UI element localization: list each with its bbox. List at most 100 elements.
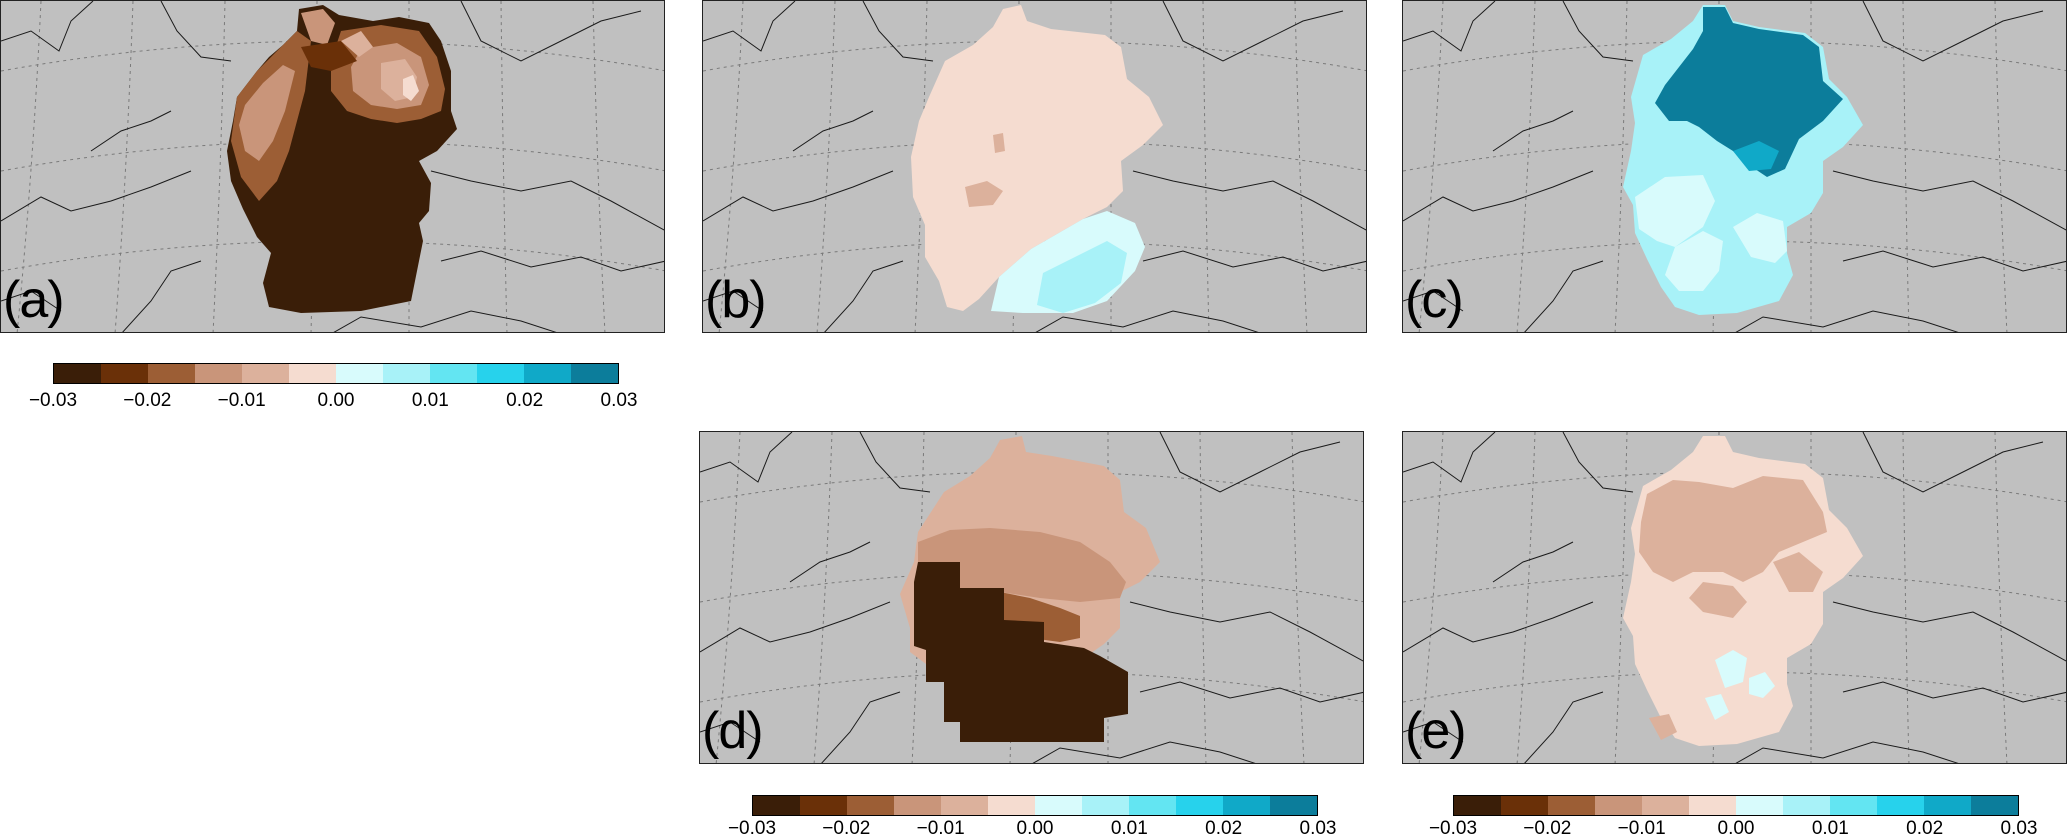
colorbar-tick-label: 0.03: [2000, 818, 2038, 839]
map-panel-e: (e): [1402, 431, 2067, 764]
colorbar-swatch: [1223, 796, 1270, 815]
colorbar-tick-label: 0.01: [411, 390, 449, 411]
coastline-border: [1403, 1, 1496, 52]
coastline-border: [1142, 250, 1366, 272]
coastline-border: [789, 541, 871, 583]
coastline-border: [1, 170, 192, 222]
colorbar-swatch: [847, 796, 894, 815]
colorbar-tick-label: −0.03: [1428, 818, 1478, 839]
colorbar-swatch: [1035, 796, 1082, 815]
graticule-meridian: [1199, 432, 1207, 763]
map-panel-c: (c): [1402, 0, 2067, 333]
colorbar-swatch: [1454, 796, 1501, 815]
colorbar-tick-label: 0.02: [506, 390, 544, 411]
colorbar-a: [53, 363, 619, 384]
graticule-meridian: [1418, 1, 1444, 332]
colorbar-swatch: [1642, 796, 1689, 815]
colorbar-tick-label: 0.00: [317, 390, 355, 411]
graticule-meridian: [1294, 1, 1308, 332]
colorbar-swatch: [1082, 796, 1129, 815]
coastline-border: [90, 110, 172, 152]
colorbar-swatch: [753, 796, 800, 815]
map-b-canvas: [703, 1, 1366, 332]
panel-label-a: (a): [3, 271, 65, 329]
colorbar-tick-label: 0.00: [1016, 818, 1054, 839]
map-panel-a: (a): [0, 0, 665, 333]
coastline-border: [333, 310, 557, 332]
coastline-border: [440, 250, 664, 272]
colorbar-tick-label: −0.01: [1617, 818, 1666, 839]
graticule-meridian: [718, 1, 744, 332]
coastline-border: [1, 1, 94, 52]
coastline-border: [1403, 601, 1594, 653]
colorbar-e-ticks: −0.03 −0.02 −0.01 0.00 0.01 0.02 0.03: [1429, 818, 2038, 840]
colorbar-tick-label: −0.02: [1523, 818, 1572, 839]
colorbar-tick-label: 0.02: [1205, 818, 1243, 839]
colorbar-swatch: [941, 796, 988, 815]
coastline-border: [1862, 1, 2044, 62]
coastline-border: [824, 260, 904, 332]
graticule-meridian: [1291, 432, 1305, 763]
coastline-border: [1032, 741, 1256, 763]
colorbar-swatch: [571, 364, 618, 383]
map-panel-d: (d): [699, 431, 1364, 764]
coastline-border: [1162, 1, 1344, 62]
graticule-meridian: [1202, 1, 1210, 332]
colorbar-tick-label: 0.01: [1110, 818, 1148, 839]
colorbar-tick-label: −0.03: [727, 818, 777, 839]
colorbar-swatch: [242, 364, 289, 383]
germany-field-a: [227, 5, 457, 313]
graticule-meridian: [1902, 1, 1910, 332]
coastline-border: [1035, 310, 1259, 332]
colorbar-d: [752, 795, 1318, 816]
colorbar-tick-label: 0.01: [1811, 818, 1849, 839]
coastline-border: [1832, 170, 2066, 231]
colorbar-tick-label: −0.03: [28, 390, 78, 411]
graticule-meridian: [1516, 432, 1536, 763]
coastline-border: [1132, 170, 1366, 231]
coastline-border: [1403, 432, 1496, 483]
panel-label-c: (c): [1405, 271, 1464, 329]
coastline-border: [1842, 250, 2066, 272]
colorbar-tick-label: −0.01: [217, 390, 266, 411]
coastline-border: [1129, 601, 1363, 662]
coastline-border: [1735, 741, 1959, 763]
colorbar-swatch: [1689, 796, 1736, 815]
germany-field-e: [1623, 436, 1863, 746]
colorbar-swatch: [1971, 796, 2018, 815]
colorbar-swatch: [289, 364, 336, 383]
coastline-border: [859, 432, 931, 493]
graticule-meridian: [16, 1, 42, 332]
colorbar-tick-label: −0.01: [916, 818, 965, 839]
coastline-border: [1159, 432, 1341, 493]
colorbar-swatch: [1877, 796, 1924, 815]
coastline-border: [792, 110, 874, 152]
colorbar-swatch: [1783, 796, 1830, 815]
graticule-meridian: [715, 432, 741, 763]
colorbar-swatch: [101, 364, 148, 383]
map-c-canvas: [1403, 1, 2066, 332]
germany-field-c: [1623, 5, 1863, 315]
germany-field-d: [900, 436, 1160, 742]
graticule-meridian: [1614, 432, 1628, 763]
germany-field-b: [911, 5, 1163, 313]
graticule-meridian: [1418, 432, 1444, 763]
colorbar-swatch: [1924, 796, 1971, 815]
colorbar-tick-label: −0.02: [123, 390, 172, 411]
colorbar-swatch: [1501, 796, 1548, 815]
coastline-border: [1492, 541, 1574, 583]
colorbar-swatch: [477, 364, 524, 383]
graticule-meridian: [1994, 1, 2008, 332]
colorbar-swatch: [894, 796, 941, 815]
colorbar-swatch: [524, 364, 571, 383]
panel-label-e: (e): [1405, 702, 1467, 760]
map-panel-b: (b): [702, 0, 1367, 333]
map-a-canvas: [1, 1, 664, 332]
coastline-border: [1, 290, 62, 312]
coastline-border: [700, 721, 761, 743]
map-d-canvas: [700, 432, 1363, 763]
colorbar-tick-label: −0.02: [822, 818, 871, 839]
colorbar-swatch: [1548, 796, 1595, 815]
coastline-border: [703, 1, 796, 52]
colorbar-tick-label: 0.00: [1717, 818, 1755, 839]
